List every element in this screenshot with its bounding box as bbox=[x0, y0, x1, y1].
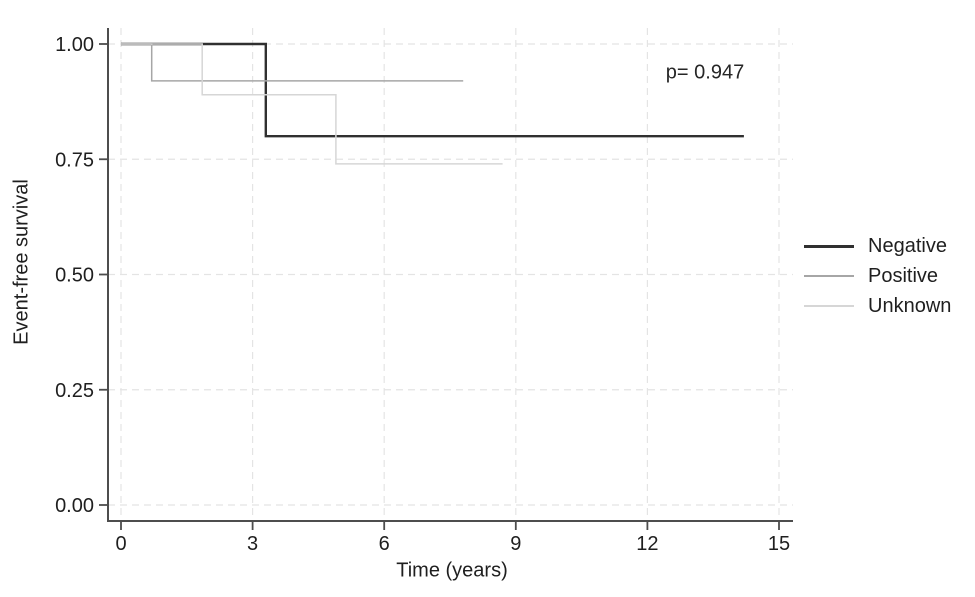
x-axis-title: Time (years) bbox=[396, 559, 508, 582]
legend-item-positive: Positive bbox=[804, 261, 951, 291]
legend-label-unknown: Unknown bbox=[868, 294, 952, 317]
survival-curve-negative bbox=[121, 42, 744, 138]
y-tick-label: 0.25 bbox=[55, 380, 94, 402]
legend-line-unknown-icon bbox=[804, 305, 854, 307]
y-tick-label: 1.00 bbox=[55, 34, 94, 56]
y-tick-label: 0.75 bbox=[55, 149, 94, 171]
legend-item-unknown: Unknown bbox=[804, 291, 951, 321]
legend-label-negative: Negative bbox=[868, 234, 947, 257]
x-tick-label: 6 bbox=[379, 533, 390, 555]
y-tick-label: 0.50 bbox=[55, 265, 94, 287]
p-value-annotation: p= 0.947 bbox=[665, 61, 745, 84]
legend-item-negative: Negative bbox=[804, 231, 951, 261]
x-tick-label: 12 bbox=[636, 533, 658, 555]
x-tick-label: 9 bbox=[510, 533, 521, 555]
legend-label-positive: Positive bbox=[868, 264, 939, 287]
x-tick-label: 3 bbox=[247, 533, 258, 555]
y-axis-title: Event-free survival bbox=[10, 179, 33, 345]
legend: Negative Positive Unknown bbox=[804, 231, 951, 321]
legend-line-positive-icon bbox=[804, 275, 854, 277]
x-tick-label: 15 bbox=[768, 533, 790, 555]
y-tick-label: 0.00 bbox=[55, 495, 94, 517]
legend-line-negative-icon bbox=[804, 244, 854, 248]
survival-curve-positive bbox=[121, 43, 464, 82]
survival-curve-unknown bbox=[121, 43, 503, 165]
x-tick-label: 0 bbox=[115, 533, 126, 555]
